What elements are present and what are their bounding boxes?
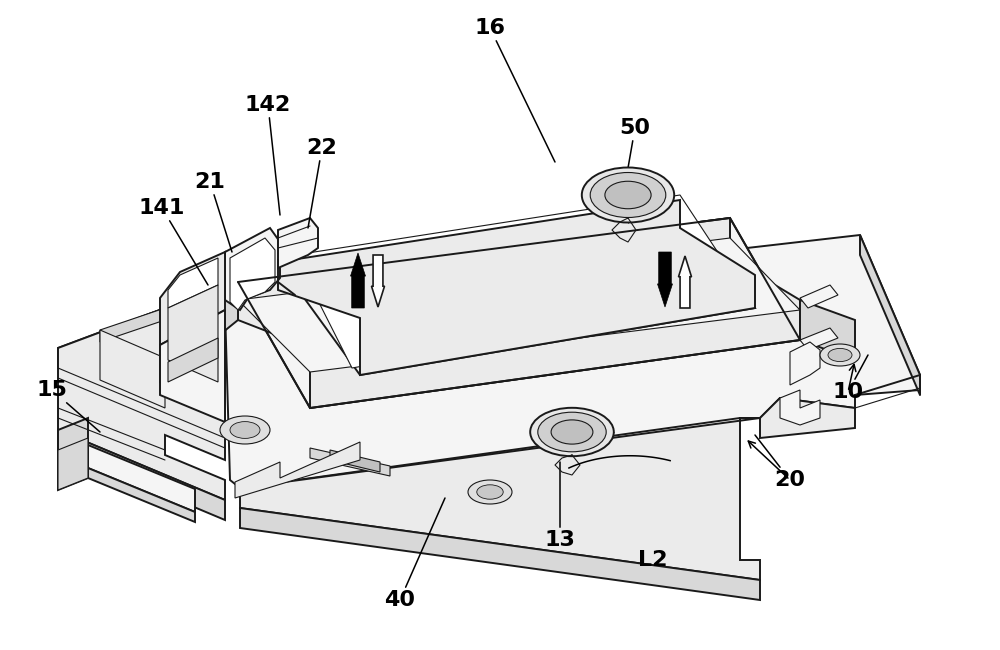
Polygon shape: [225, 228, 280, 310]
Polygon shape: [168, 258, 218, 308]
Polygon shape: [351, 253, 366, 308]
Text: 142: 142: [245, 95, 291, 215]
Polygon shape: [800, 300, 855, 360]
Polygon shape: [160, 282, 238, 383]
Polygon shape: [295, 195, 748, 368]
Polygon shape: [100, 330, 165, 408]
Polygon shape: [780, 390, 820, 425]
Ellipse shape: [590, 172, 666, 218]
Ellipse shape: [230, 422, 260, 438]
Polygon shape: [58, 438, 88, 490]
Ellipse shape: [828, 348, 852, 361]
Ellipse shape: [820, 344, 860, 366]
Polygon shape: [310, 448, 390, 476]
Text: 20: 20: [755, 435, 806, 490]
Polygon shape: [238, 218, 800, 408]
Polygon shape: [790, 342, 820, 385]
Polygon shape: [230, 238, 275, 310]
Polygon shape: [168, 285, 218, 382]
Text: 22: 22: [307, 138, 337, 228]
Text: 40: 40: [384, 498, 445, 610]
Ellipse shape: [530, 408, 614, 456]
Polygon shape: [330, 450, 380, 472]
Polygon shape: [58, 308, 225, 368]
Polygon shape: [278, 200, 755, 375]
Polygon shape: [160, 252, 225, 345]
Text: 13: 13: [545, 462, 575, 550]
Polygon shape: [88, 468, 195, 522]
Ellipse shape: [605, 181, 651, 209]
Text: 141: 141: [139, 198, 208, 285]
Polygon shape: [100, 308, 165, 342]
Polygon shape: [238, 238, 800, 372]
Ellipse shape: [582, 168, 674, 222]
Ellipse shape: [538, 412, 606, 452]
Text: 21: 21: [195, 172, 232, 252]
Text: 10: 10: [832, 355, 868, 402]
Ellipse shape: [477, 485, 503, 499]
Text: 16: 16: [475, 18, 555, 162]
Polygon shape: [240, 508, 760, 600]
Polygon shape: [800, 285, 838, 308]
Polygon shape: [160, 310, 225, 422]
Polygon shape: [58, 430, 225, 520]
Polygon shape: [800, 328, 838, 350]
Polygon shape: [168, 338, 218, 382]
Polygon shape: [235, 442, 360, 498]
Polygon shape: [240, 398, 855, 580]
Polygon shape: [58, 308, 225, 500]
Polygon shape: [238, 218, 800, 408]
Ellipse shape: [220, 416, 270, 444]
Polygon shape: [278, 200, 755, 375]
Polygon shape: [58, 418, 88, 490]
Polygon shape: [278, 218, 318, 268]
Polygon shape: [88, 445, 195, 512]
Polygon shape: [678, 256, 692, 308]
Polygon shape: [372, 255, 384, 307]
Ellipse shape: [468, 480, 512, 504]
Text: 50: 50: [620, 118, 650, 168]
Polygon shape: [860, 235, 920, 395]
Ellipse shape: [551, 420, 593, 444]
Text: L2: L2: [638, 550, 668, 570]
Polygon shape: [225, 235, 920, 488]
Text: 15: 15: [37, 380, 100, 432]
Polygon shape: [658, 252, 672, 307]
